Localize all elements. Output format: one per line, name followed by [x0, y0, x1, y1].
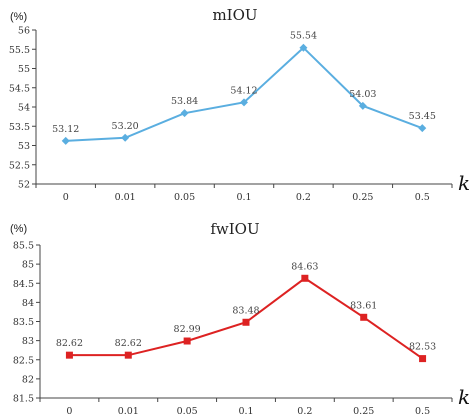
fwiou-data-label: 82.53 [409, 342, 436, 353]
miou-data-label: 55.54 [290, 31, 317, 42]
x-tick-label: 0.25 [352, 192, 373, 203]
fwiou-chart-panel: (%) fwIOU k 81.5 82 82.5 83 83.5 84 84.5 85 85.5… [10, 220, 470, 414]
x-tick-label: 0.01 [115, 192, 136, 203]
x-tick-label: 0.5 [415, 406, 430, 414]
fwiou-data-point [124, 351, 132, 359]
x-tick-label: 0 [66, 406, 72, 414]
fwiou-data-point [301, 274, 309, 282]
y-tick-label: 53.5 [9, 122, 30, 133]
y-tick-label: 83.5 [13, 317, 34, 328]
y-tick-label: 55.5 [9, 45, 30, 56]
fwiou-data-label: 82.99 [174, 324, 201, 335]
fwiou-data-label: 82.62 [56, 338, 83, 349]
miou-y-axis: 52 52.5 53 53.5 54 54.5 55 55.5 56 [9, 26, 37, 191]
y-tick-label: 85.5 [13, 241, 34, 252]
x-tick-label: 0.25 [353, 406, 374, 414]
y-tick-label: 82.5 [13, 355, 34, 366]
x-tick-label: 0.05 [174, 192, 195, 203]
x-tick-label: 0.2 [296, 192, 311, 203]
fwiou-data-labels: 82.62 82.62 82.99 83.48 84.63 83.61 82.53 [56, 261, 436, 352]
x-tick-label: 0.1 [236, 192, 251, 203]
miou-data-label: 53.45 [409, 111, 436, 122]
fwiou-data-label: 83.48 [232, 305, 259, 316]
miou-x-axis-label: k [458, 171, 470, 195]
miou-data-point [121, 133, 130, 142]
miou-data-label: 53.20 [112, 121, 139, 132]
miou-data-label: 54.03 [349, 89, 376, 100]
y-tick-label: 52.5 [9, 160, 30, 171]
miou-data-point [358, 101, 367, 110]
y-tick-label: 54 [18, 103, 30, 114]
fwiou-data-point [360, 313, 368, 321]
y-tick-label: 52 [18, 180, 30, 191]
fwiou-data-point [65, 351, 73, 359]
miou-data-point [418, 124, 427, 133]
miou-data-point [299, 43, 308, 52]
y-tick-label: 83 [22, 336, 34, 347]
x-tick-label: 0.2 [297, 406, 312, 414]
fwiou-x-axis: 0 0.01 0.05 0.1 0.2 0.25 0.5 [39, 397, 453, 414]
x-tick-label: 0.5 [415, 192, 430, 203]
miou-data-point [61, 136, 70, 145]
y-tick-label: 85 [22, 260, 34, 271]
miou-data-point [180, 109, 189, 118]
y-tick-label: 54.5 [9, 83, 30, 94]
y-tick-label: 55 [18, 64, 30, 75]
fwiou-data-label: 84.63 [291, 261, 318, 272]
x-tick-label: 0.01 [118, 406, 139, 414]
y-tick-label: 53 [18, 141, 30, 152]
miou-series [61, 43, 427, 145]
fwiou-y-axis: 81.5 82 82.5 83 83.5 84 84.5 85 85.5 [13, 241, 41, 405]
x-tick-label: 0 [63, 192, 69, 203]
miou-data-label: 54.12 [230, 85, 257, 96]
miou-x-axis: 0 0.01 0.05 0.1 0.2 0.25 0.5 [35, 183, 453, 203]
miou-unit-label: (%) [10, 11, 27, 23]
fwiou-data-point [419, 355, 427, 363]
fwiou-data-label: 83.61 [350, 300, 377, 311]
fwiou-data-point [183, 337, 191, 345]
fwiou-chart-title: fwIOU [210, 220, 259, 238]
y-tick-label: 81.5 [13, 394, 34, 405]
y-tick-label: 82 [22, 374, 34, 385]
fwiou-unit-label: (%) [10, 223, 27, 235]
fwiou-data-label: 82.62 [115, 338, 142, 349]
y-tick-label: 56 [18, 26, 30, 37]
miou-data-label: 53.12 [52, 124, 79, 135]
fwiou-x-axis-label: k [458, 385, 470, 409]
miou-data-labels: 53.12 53.20 53.84 54.12 55.54 54.03 53.45 [52, 31, 436, 135]
fwiou-series [65, 274, 427, 363]
x-tick-label: 0.1 [238, 406, 253, 414]
y-tick-label: 84.5 [13, 279, 34, 290]
y-tick-label: 84 [22, 298, 34, 309]
miou-chart-title: mIOU [212, 6, 257, 24]
miou-data-label: 53.84 [171, 96, 198, 107]
x-tick-label: 0.05 [177, 406, 198, 414]
miou-data-point [240, 98, 248, 107]
fwiou-data-point [242, 318, 250, 326]
